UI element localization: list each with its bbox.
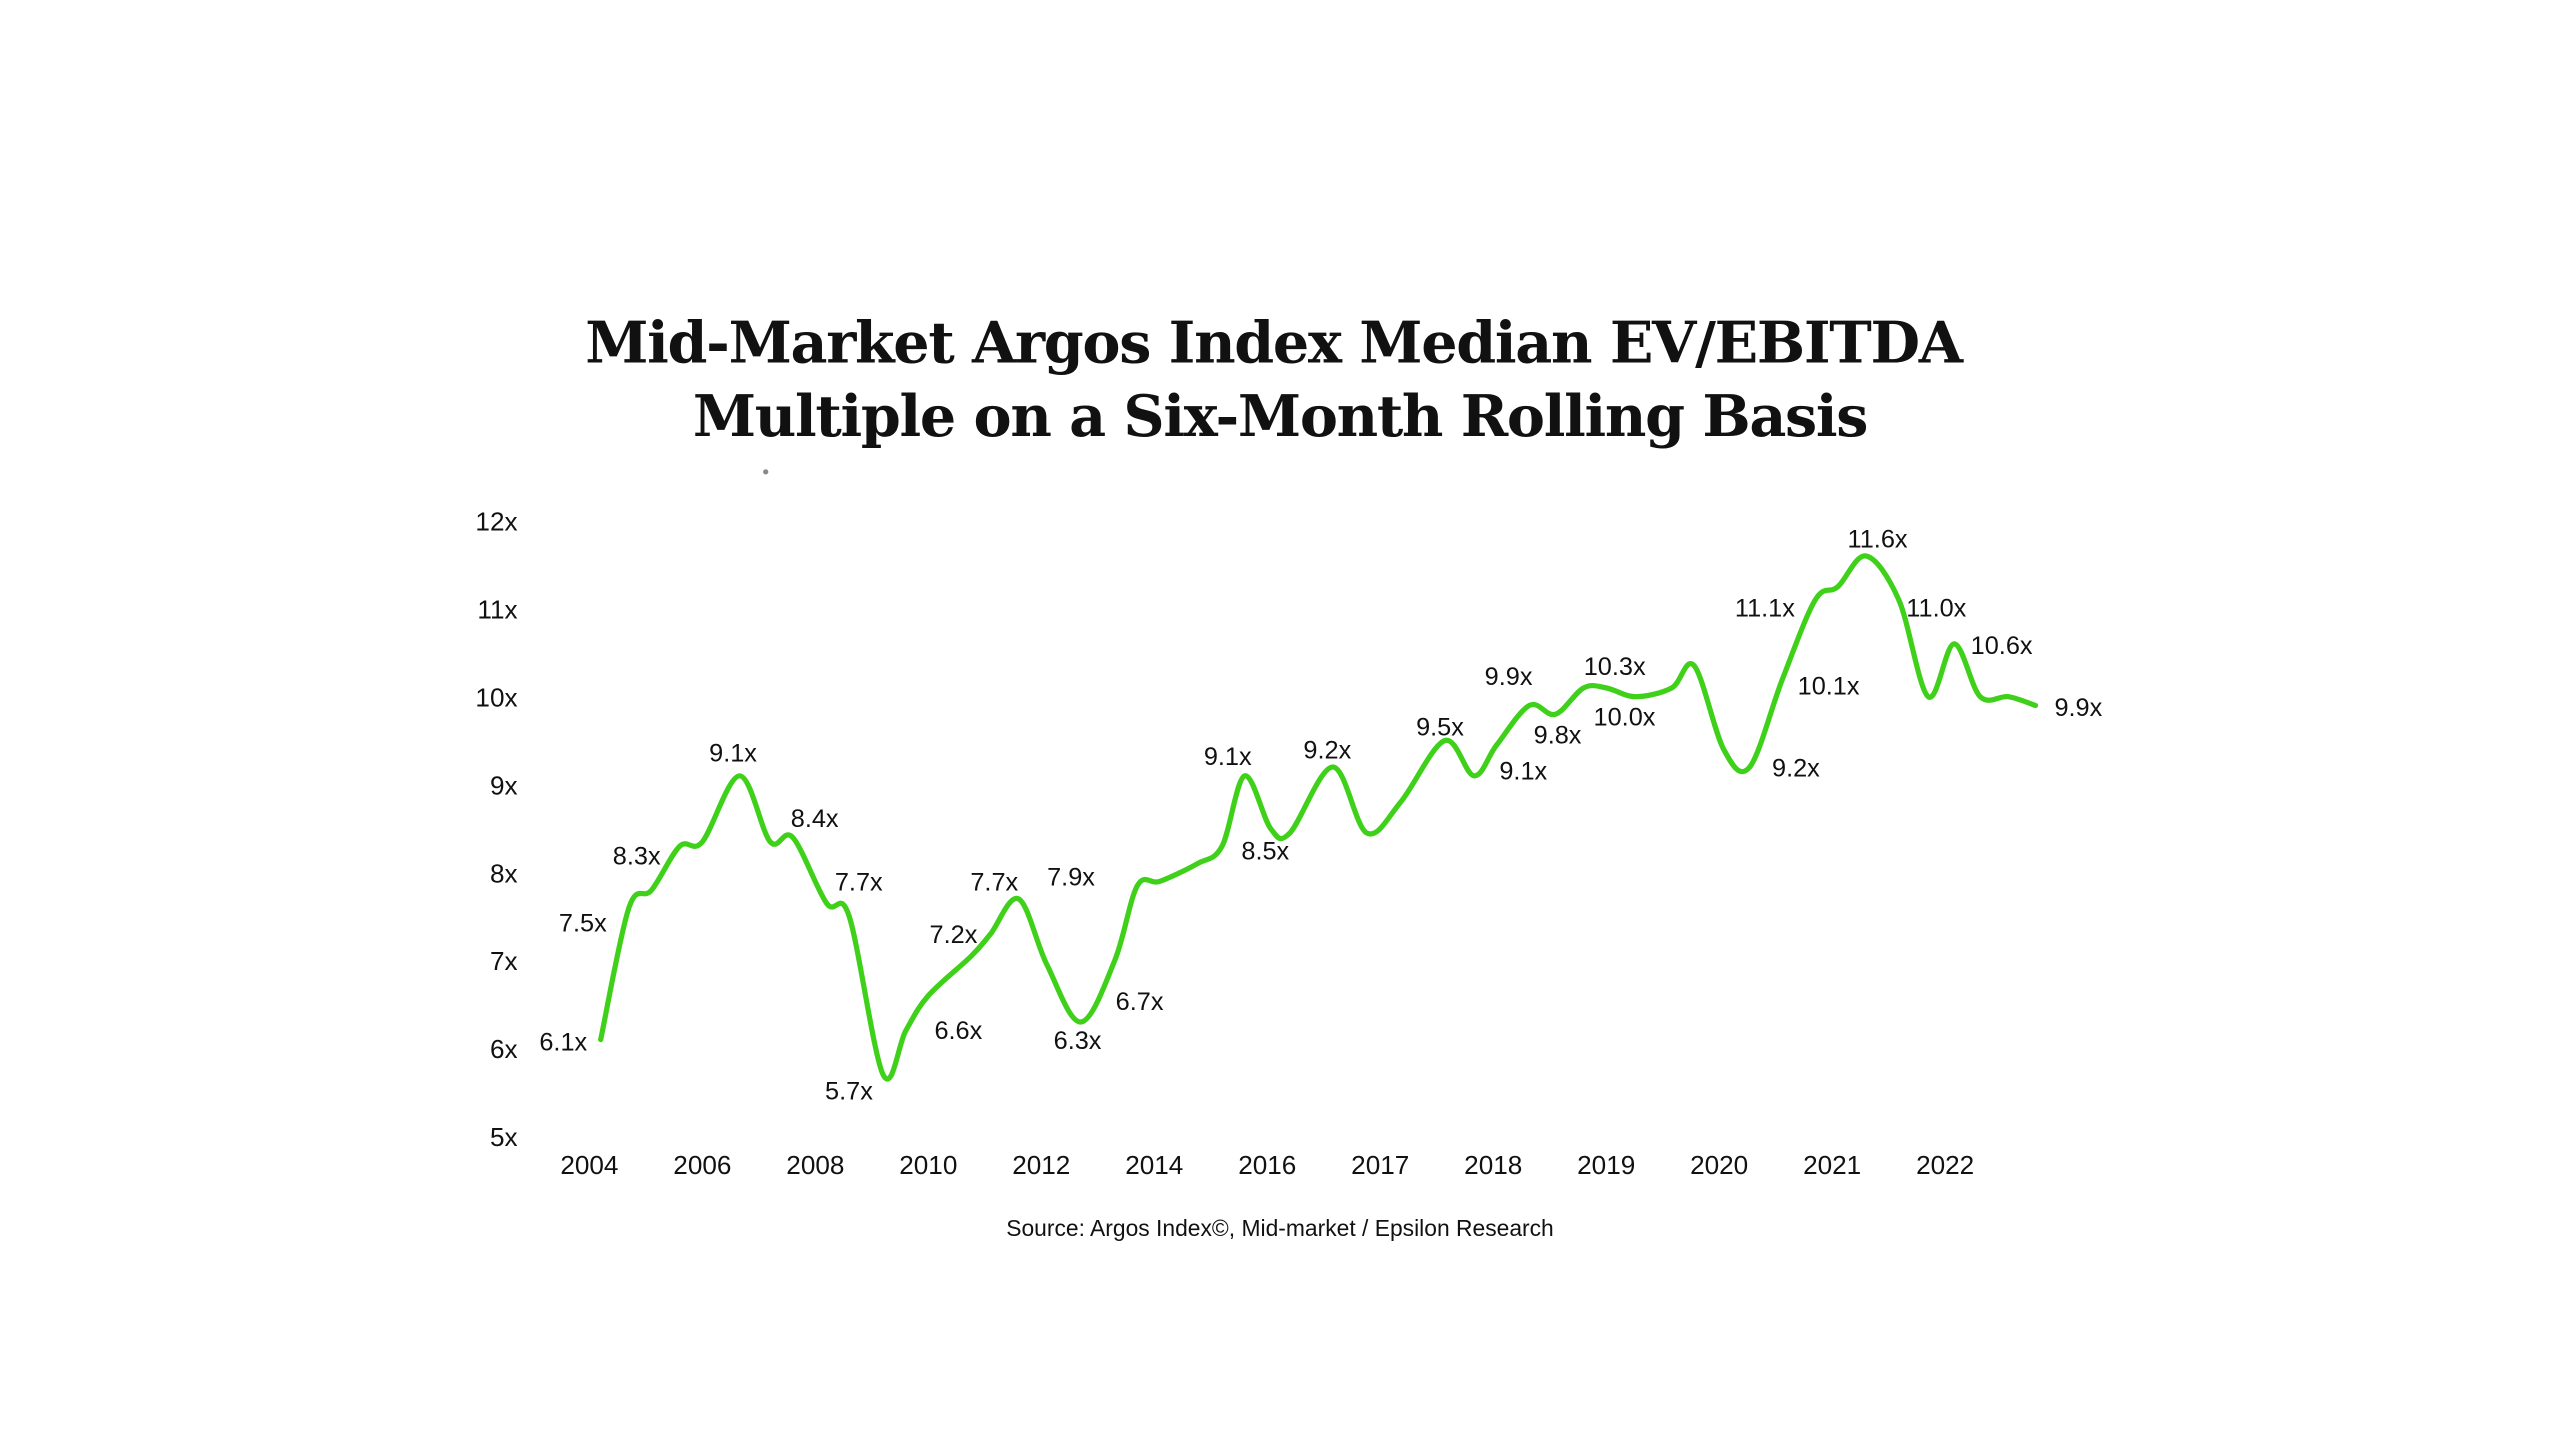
data-label: 6.7x xyxy=(1116,988,1164,1016)
series-line xyxy=(598,553,2039,1082)
source-note: Source: Argos Index©, Mid-market / Epsil… xyxy=(1006,1215,1554,1241)
data-label: 9.2x xyxy=(1772,754,1820,782)
data-label: 11.0x xyxy=(1906,594,1966,622)
data-label: 7.9x xyxy=(1047,864,1095,892)
data-label: 7.7x xyxy=(970,869,1018,897)
data-label: 8.3x xyxy=(613,842,661,870)
decorative-dot xyxy=(763,469,769,475)
x-tick-label: 2012 xyxy=(1012,1150,1070,1180)
data-label: 10.3x xyxy=(1584,653,1646,681)
x-tick-label: 2014 xyxy=(1125,1150,1183,1180)
data-label: 9.9x xyxy=(1485,663,1533,691)
x-tick-label: 2019 xyxy=(1577,1150,1635,1180)
x-tick-label: 2010 xyxy=(899,1150,957,1180)
x-tick-label: 2022 xyxy=(1916,1150,1974,1180)
chart-title-line-1: Mid-Market Argos Index Median EV/EBITDA xyxy=(585,309,1963,376)
x-tick-label: 2008 xyxy=(786,1150,844,1180)
data-label: 11.6x xyxy=(1848,526,1908,554)
y-tick-label: 12x xyxy=(475,507,517,537)
data-label: 9.1x xyxy=(1499,758,1547,786)
data-label: 6.1x xyxy=(539,1029,587,1057)
x-tick-label: 2017 xyxy=(1351,1150,1409,1180)
data-label: 9.1x xyxy=(1204,743,1252,771)
data-label: 7.2x xyxy=(930,921,978,949)
data-label: 10.1x xyxy=(1798,673,1860,701)
x-tick-label: 2004 xyxy=(560,1150,618,1180)
x-tick-label: 2021 xyxy=(1803,1150,1861,1180)
x-tick-label: 2018 xyxy=(1464,1150,1522,1180)
data-label: 9.1x xyxy=(709,740,757,768)
data-label: 10.6x xyxy=(1971,632,2033,660)
data-label: 9.5x xyxy=(1416,714,1464,742)
y-tick-label: 6x xyxy=(490,1034,518,1064)
y-tick-label: 9x xyxy=(490,770,518,800)
y-tick-label: 7x xyxy=(490,946,518,976)
data-label: 9.8x xyxy=(1534,722,1582,750)
data-label: 6.6x xyxy=(934,1017,982,1045)
data-label: 7.5x xyxy=(559,909,607,937)
data-label: 8.5x xyxy=(1241,838,1289,866)
data-label: 11.1x xyxy=(1735,594,1795,622)
y-tick-label: 10x xyxy=(475,682,517,712)
x-tick-label: 2020 xyxy=(1690,1150,1748,1180)
data-label: 10.0x xyxy=(1594,704,1656,732)
chart-title-line-2: Multiple on a Six-Month Rolling Basis xyxy=(693,383,1867,450)
y-tick-label: 8x xyxy=(490,858,518,888)
data-label: 7.7x xyxy=(835,869,883,897)
data-label: 8.4x xyxy=(791,805,839,833)
data-label: 9.9x xyxy=(2054,694,2102,722)
x-tick-label: 2006 xyxy=(673,1150,731,1180)
y-tick-label: 11x xyxy=(477,595,517,625)
data-label: 9.2x xyxy=(1303,736,1351,764)
data-label: 6.3x xyxy=(1054,1027,1102,1055)
x-tick-label: 2016 xyxy=(1238,1150,1296,1180)
data-label: 5.7x xyxy=(825,1078,873,1106)
y-tick-label: 5x xyxy=(490,1122,518,1152)
